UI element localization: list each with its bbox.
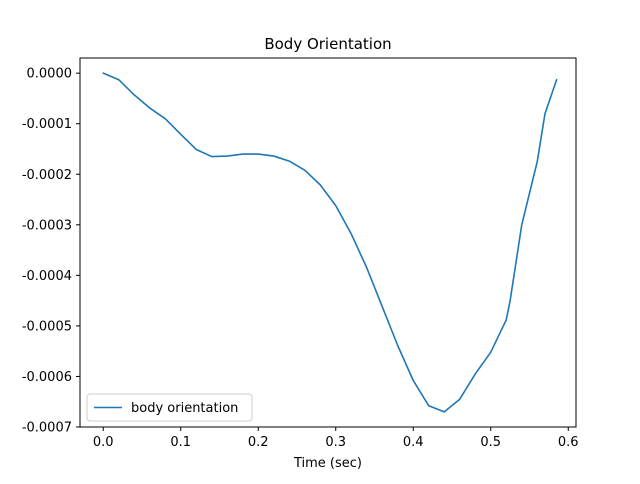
series-line-body-orientation [102, 72, 558, 413]
x-axis-label: Time (sec) [293, 456, 362, 471]
x-axis-ticks: 0.0 0.1 0.2 0.3 0.4 0.5 0.6 [93, 427, 579, 450]
legend: body orientation [86, 393, 253, 422]
y-tick-label: -0.0005 [22, 319, 72, 334]
y-tick-label: 0.0000 [27, 67, 73, 82]
x-tick-label: 0.3 [325, 435, 346, 450]
series-layer [102, 72, 558, 413]
y-axis-ticks: 0.0000 -0.0001 -0.0002 -0.0003 -0.0004 -0.000… [22, 67, 80, 436]
x-tick-label: 0.6 [558, 435, 579, 450]
y-tick-label: -0.0002 [22, 168, 72, 183]
x-tick-label: 0.4 [403, 435, 424, 450]
x-tick-label: 0.0 [93, 435, 114, 450]
y-tick-label: -0.0004 [22, 269, 72, 284]
y-tick-label: -0.0003 [22, 218, 72, 233]
y-tick-label: -0.0007 [22, 421, 72, 436]
y-tick-label: -0.0006 [22, 370, 72, 385]
y-tick-label: -0.0001 [22, 117, 72, 132]
x-tick-label: 0.5 [480, 435, 501, 450]
x-tick-label: 0.2 [248, 435, 269, 450]
legend-box [86, 393, 253, 422]
axes-frame [79, 57, 577, 428]
chart-title: Body Orientation [264, 35, 391, 53]
x-tick-label: 0.1 [170, 435, 191, 450]
legend-label-body-orientation: body orientation [131, 401, 238, 416]
